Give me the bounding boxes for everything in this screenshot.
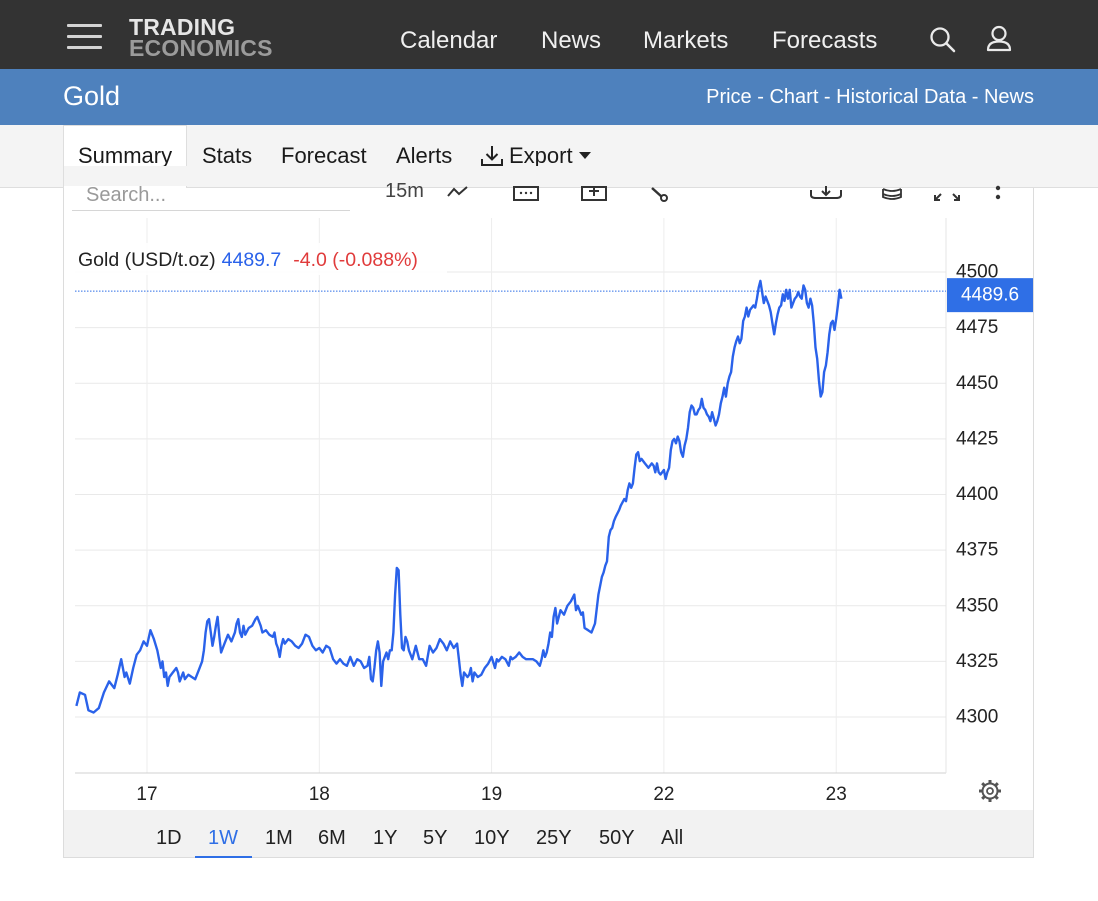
range-25y[interactable]: 25Y — [536, 827, 572, 849]
y-tick-label: 4400 — [956, 484, 998, 505]
tab-alerts[interactable]: Alerts — [396, 143, 453, 168]
nav-forecasts[interactable]: Forecasts — [772, 27, 878, 54]
price-series-line — [75, 279, 843, 714]
legend-label: Gold (USD/t.oz) 4489.7 -4.0 (-0.088%) — [78, 249, 418, 271]
page-title: Gold — [63, 81, 121, 111]
last-price-tag-box — [947, 278, 1033, 313]
tab-export[interactable]: Export — [509, 143, 573, 168]
instrument-header — [0, 69, 1098, 125]
draw-icon[interactable] — [648, 186, 672, 202]
search-icon[interactable] — [929, 26, 957, 54]
nav-calendar[interactable]: Calendar — [400, 27, 498, 54]
legend-change: -4.0 (-0.088%) — [293, 249, 418, 271]
x-axis-ticks: 17 18 19 22 23 — [136, 784, 846, 805]
link-historical-data[interactable]: Historical Data — [836, 86, 967, 108]
caret-down-icon[interactable] — [578, 151, 592, 161]
user-icon[interactable] — [985, 25, 1015, 53]
y-tick-label: 4300 — [956, 707, 998, 728]
menu-icon[interactable] — [67, 24, 102, 50]
x-tick-label: 19 — [481, 784, 502, 805]
top-navbar — [0, 0, 1098, 69]
site-logo[interactable]: TRADING ECONOMICS — [129, 14, 273, 61]
y-tick-label: 4375 — [956, 540, 998, 561]
database-icon[interactable] — [880, 186, 904, 202]
range-1d[interactable]: 1D — [156, 827, 182, 849]
range-1w[interactable]: 1W — [208, 827, 238, 849]
x-tick-label: 18 — [309, 784, 330, 805]
nav-markets[interactable]: Markets — [643, 27, 729, 54]
link-price[interactable]: Price — [706, 86, 752, 108]
range-1y[interactable]: 1Y — [373, 827, 398, 849]
chart-type-icon[interactable] — [446, 186, 470, 200]
instrument-links: Price - Chart - Historical Data - News — [706, 86, 1034, 108]
nav-news[interactable]: News — [541, 27, 602, 54]
active-range-underline — [195, 856, 252, 858]
legend-background — [73, 243, 447, 275]
x-tick-label: 23 — [826, 784, 847, 805]
tab-forecast[interactable]: Forecast — [281, 143, 367, 168]
link-separator: - — [818, 86, 837, 108]
link-news[interactable]: News — [983, 86, 1034, 108]
symbol-search-input[interactable]: Search... — [72, 181, 350, 211]
y-axis-ticks: 4300 4325 4350 4375 4400 4425 4450 4475 4500 — [956, 262, 998, 728]
add-indicator-icon[interactable] — [580, 186, 608, 202]
tab-stats[interactable]: Stats — [202, 143, 253, 168]
last-price-value: 4489.6 — [961, 285, 1019, 306]
tab-summary[interactable]: Summary — [78, 143, 173, 168]
y-tick-label: 4475 — [956, 317, 998, 338]
y-tick-label: 4350 — [956, 595, 998, 616]
last-price-tag: 4489.6 — [947, 278, 1033, 313]
range-5y[interactable]: 5Y — [423, 827, 448, 849]
logo-line1: TRADING — [129, 14, 236, 40]
interval-selector[interactable]: 15m — [385, 180, 424, 202]
link-chart[interactable]: Chart — [769, 86, 819, 108]
link-separator: - — [751, 86, 770, 108]
fullscreen-icon[interactable] — [932, 186, 962, 204]
range-all[interactable]: All — [661, 827, 684, 849]
more-icon[interactable] — [993, 183, 1003, 203]
download-icon[interactable] — [480, 144, 504, 168]
y-tick-label: 4425 — [956, 428, 998, 449]
chart-container — [63, 188, 1034, 858]
download-chart-icon[interactable] — [808, 186, 844, 202]
range-10y[interactable]: 10Y — [474, 827, 510, 849]
calendar-icon[interactable] — [512, 186, 540, 202]
range-1m[interactable]: 1M — [265, 827, 293, 849]
range-6m[interactable]: 6M — [318, 827, 346, 849]
range-50y[interactable]: 50Y — [599, 827, 635, 849]
range-selector-bar — [64, 810, 1033, 857]
legend-value: 4489.7 — [222, 249, 282, 271]
toolbar-overlap — [64, 166, 1033, 186]
x-tick-label: 22 — [653, 784, 674, 805]
chart-settings-icon[interactable] — [979, 780, 1001, 802]
x-tick-label: 17 — [136, 784, 157, 805]
legend-series-name: Gold (USD/t.oz) — [78, 249, 216, 271]
logo-line2: ECONOMICS — [129, 35, 273, 61]
y-tick-label: 4450 — [956, 373, 998, 394]
link-separator: - — [966, 86, 984, 108]
chart-grid — [75, 218, 946, 773]
y-tick-label: 4325 — [956, 651, 998, 672]
y-tick-label: 4500 — [956, 262, 998, 283]
chart-legend: Gold (USD/t.oz) 4489.7 -4.0 (-0.088%) — [73, 243, 447, 275]
